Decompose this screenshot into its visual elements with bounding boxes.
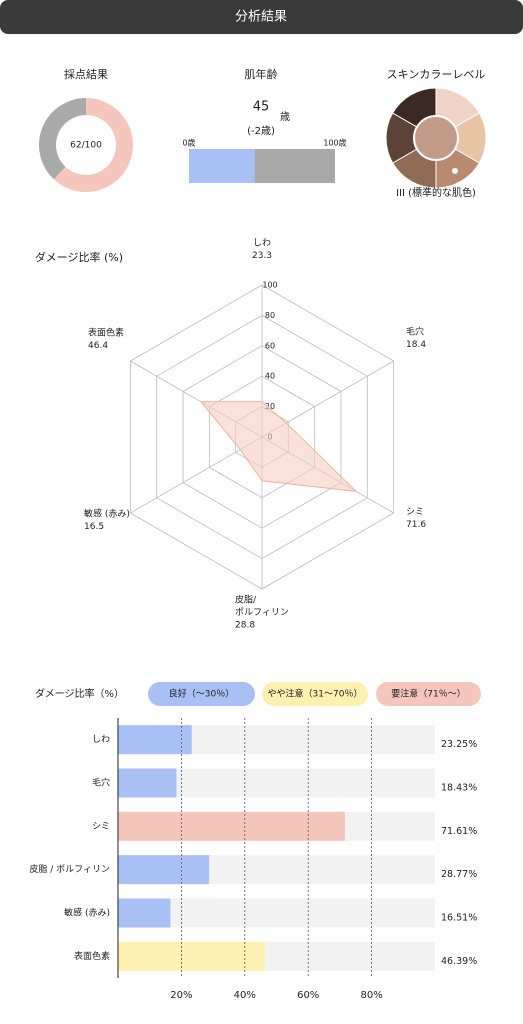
category-label: 敏感 (赤み) xyxy=(64,907,110,919)
bar xyxy=(118,725,192,755)
value-label: 71.61% xyxy=(441,826,477,837)
category-label: 毛穴 xyxy=(92,777,110,789)
radar-axis-label: 皮脂/ xyxy=(235,594,257,606)
bar xyxy=(118,898,171,928)
radar-axis-label: しわ xyxy=(253,238,271,249)
radar-value-label: 16.5 xyxy=(84,522,104,532)
age-title: 肌年齢 xyxy=(245,67,278,81)
bar xyxy=(118,941,266,971)
value-label: 46.39% xyxy=(441,956,477,967)
value-label: 23.25% xyxy=(441,739,477,750)
value-label: 18.43% xyxy=(441,783,477,794)
category-label: 表面色素 xyxy=(74,950,110,962)
radar-axis-label: シミ xyxy=(406,508,424,518)
radar-axis-label: 毛穴 xyxy=(406,326,424,338)
x-tick-label: 20% xyxy=(170,990,192,1001)
skin-title: スキンカラーレベル xyxy=(387,68,486,81)
value-label: 28.77% xyxy=(441,869,477,880)
legend-pill xyxy=(148,682,255,706)
radar-axis-label: 敏感 (赤み) xyxy=(84,508,130,520)
x-tick-label: 40% xyxy=(234,990,256,1001)
radar-value-label: 28.8 xyxy=(235,621,255,631)
age-tick-label: 0歳 xyxy=(182,138,195,148)
legend-pill xyxy=(376,682,481,706)
age-diff: (-2歳) xyxy=(247,125,275,137)
legend-pill xyxy=(262,682,368,706)
radar-tick-label: 60 xyxy=(265,341,275,350)
radar-tick-label: 80 xyxy=(265,311,275,320)
age-value: 45 xyxy=(253,100,270,115)
x-tick-label: 80% xyxy=(360,990,382,1001)
age-tick-label: 100歳 xyxy=(323,138,346,148)
x-tick-label: 60% xyxy=(297,990,319,1001)
radar-axis-label: ポルフィリン xyxy=(235,607,289,618)
legend-label: やや注意（31〜70％） xyxy=(268,688,363,700)
bar-track xyxy=(118,898,435,928)
category-label: シミ xyxy=(92,822,110,832)
score-rest xyxy=(39,98,86,180)
radar-value-label: 18.4 xyxy=(406,340,426,350)
score-arc xyxy=(53,98,133,192)
bar-title: ダメージ比率（%） xyxy=(35,687,124,700)
header-bar xyxy=(0,0,523,34)
radar-tick-label: 20 xyxy=(265,402,275,411)
legend-label: 要注意（71％〜） xyxy=(391,688,465,700)
skin-center xyxy=(413,115,459,161)
age-bar xyxy=(189,149,255,183)
radar-area xyxy=(199,401,358,493)
score-title: 採点結果 xyxy=(64,67,108,81)
value-label: 16.51% xyxy=(441,913,477,924)
legend-label: 良好（〜30％） xyxy=(169,688,234,700)
radar-axis-label: 表面色素 xyxy=(88,327,124,339)
score-label: 62/100 xyxy=(70,141,102,151)
bar xyxy=(118,811,346,841)
radar-tick-label: 100 xyxy=(262,281,277,290)
header-title: 分析結果 xyxy=(235,10,287,25)
radar-value-label: 46.4 xyxy=(88,341,108,351)
bar xyxy=(118,768,177,798)
skin-level: III (標準的な肌色) xyxy=(396,186,476,199)
radar-value-label: 71.6 xyxy=(406,520,426,530)
category-label: 皮脂 / ポルフィリン xyxy=(29,863,110,875)
radar-tick-label: 40 xyxy=(265,372,275,381)
category-label: しわ xyxy=(92,734,110,745)
radar-title: ダメージ比率 (%) xyxy=(35,250,123,264)
skin-selected-dot xyxy=(452,167,458,174)
age-unit: 歳 xyxy=(280,111,290,123)
radar-value-label: 23.3 xyxy=(252,251,272,261)
bar xyxy=(118,855,210,885)
